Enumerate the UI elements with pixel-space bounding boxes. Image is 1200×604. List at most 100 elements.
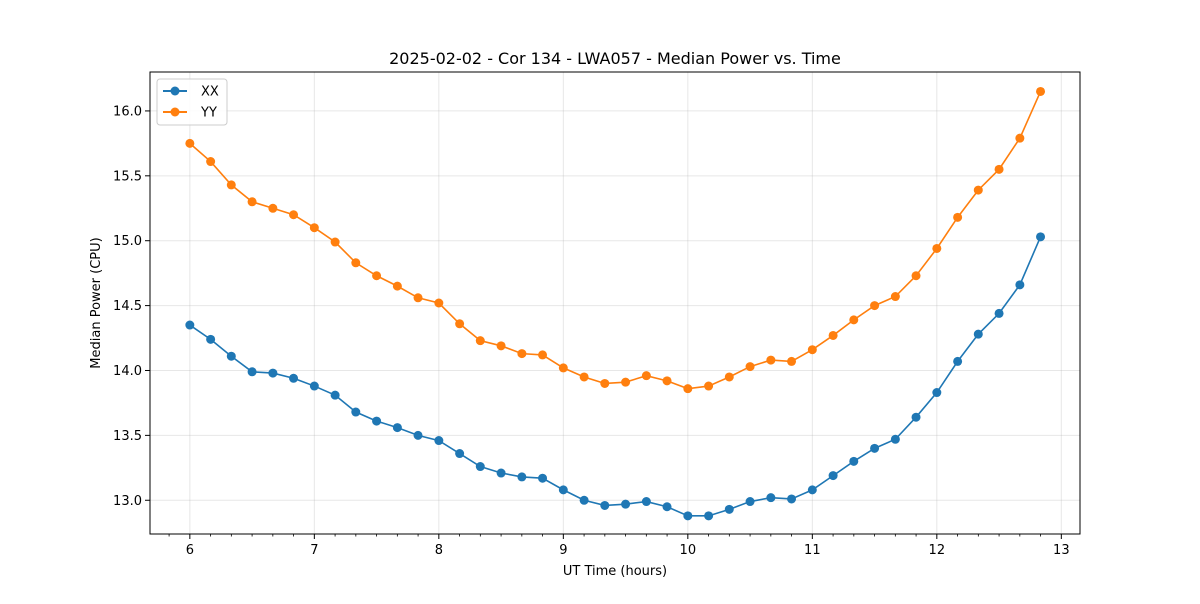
y-tick-label: 13.5	[113, 429, 142, 444]
data-point-yy	[455, 319, 465, 329]
legend-label-yy: YY	[200, 106, 217, 121]
data-point-yy	[828, 330, 838, 340]
data-point-xx	[330, 390, 340, 400]
data-point-xx	[392, 423, 402, 433]
data-point-yy	[496, 341, 506, 351]
data-point-xx	[600, 500, 610, 510]
data-point-yy	[1015, 133, 1025, 143]
data-point-yy	[392, 281, 402, 291]
axes-layer: 6 7 8 9 10 11 12 13 13.0 13.5 14.0 14.5 15.0 15.5 16.0	[113, 104, 1070, 558]
data-point-xx	[724, 504, 734, 514]
data-point-yy	[413, 293, 423, 303]
data-point-xx	[662, 502, 672, 512]
data-point-xx	[517, 472, 527, 482]
data-point-yy	[870, 301, 880, 311]
data-point-yy	[309, 223, 319, 233]
data-point-xx	[289, 373, 299, 383]
data-point-xx	[641, 497, 651, 507]
data-point-yy	[206, 157, 216, 167]
data-point-xx	[849, 456, 859, 466]
data-point-xx	[787, 494, 797, 504]
data-point-yy	[351, 258, 361, 268]
x-tick-label: 12	[929, 543, 946, 558]
data-point-xx	[1036, 232, 1046, 242]
data-point-xx	[496, 468, 506, 478]
y-axis-label: Median Power (CPU)	[89, 237, 104, 368]
data-point-xx	[807, 485, 817, 495]
data-point-yy	[994, 164, 1004, 174]
data-point-xx	[206, 334, 216, 344]
data-point-yy	[849, 315, 859, 325]
x-tick-label: 10	[680, 543, 697, 558]
data-point-yy	[807, 345, 817, 355]
data-point-yy	[745, 362, 755, 372]
data-point-xx	[351, 407, 361, 417]
data-point-yy	[890, 292, 900, 302]
data-point-yy	[1036, 86, 1046, 96]
data-point-xx	[911, 412, 921, 422]
y-tick-label: 14.0	[113, 364, 142, 379]
data-point-yy	[973, 185, 983, 195]
y-tick-label: 14.5	[113, 299, 142, 314]
data-point-yy	[372, 271, 382, 281]
data-point-yy	[911, 271, 921, 281]
legend-marker-yy	[170, 107, 180, 117]
data-point-yy	[766, 355, 776, 365]
legend-label-xx: XX	[201, 85, 219, 100]
data-point-yy	[662, 376, 672, 386]
data-point-xx	[268, 368, 278, 378]
data-point-xx	[538, 473, 548, 483]
plot-frame	[149, 71, 1081, 535]
data-point-xx	[745, 497, 755, 507]
x-tick-label: 11	[804, 543, 821, 558]
data-point-xx	[579, 495, 589, 505]
data-point-xx	[558, 485, 568, 495]
legend-marker-xx	[170, 86, 180, 96]
data-point-yy	[330, 237, 340, 247]
data-point-xx	[372, 416, 382, 426]
data-point-xx	[870, 443, 880, 453]
data-point-yy	[268, 203, 278, 213]
data-point-xx	[309, 381, 319, 391]
data-point-yy	[704, 381, 714, 391]
data-point-yy	[558, 363, 568, 373]
data-point-yy	[600, 378, 610, 388]
legend: XX YY	[156, 78, 228, 126]
data-point-xx	[953, 356, 963, 366]
data-point-yy	[538, 350, 548, 360]
data-point-yy	[434, 298, 444, 308]
x-tick-label: 8	[435, 543, 443, 558]
grid-layer	[150, 72, 1080, 534]
plot-area	[150, 72, 1080, 534]
data-point-yy	[579, 372, 589, 382]
data-point-xx	[890, 434, 900, 444]
data-point-yy	[724, 372, 734, 382]
data-point-xx	[413, 430, 423, 440]
data-point-yy	[517, 349, 527, 359]
data-point-yy	[247, 197, 257, 207]
data-point-xx	[704, 511, 714, 521]
data-point-xx	[1015, 280, 1025, 290]
data-point-xx	[475, 462, 485, 472]
series-layer	[185, 86, 1046, 521]
data-point-xx	[766, 493, 776, 503]
data-point-xx	[226, 351, 236, 361]
data-point-xx	[621, 499, 631, 509]
y-tick-label: 15.5	[113, 169, 142, 184]
data-point-xx	[683, 511, 693, 521]
data-point-yy	[953, 212, 963, 222]
data-point-yy	[475, 336, 485, 346]
data-point-yy	[787, 356, 797, 366]
data-point-yy	[185, 138, 195, 148]
data-point-xx	[247, 367, 257, 377]
x-tick-label: 6	[186, 543, 194, 558]
data-point-yy	[289, 210, 299, 220]
data-point-xx	[434, 436, 444, 446]
x-tick-label: 9	[559, 543, 567, 558]
y-tick-label: 13.0	[113, 494, 142, 509]
data-point-yy	[226, 180, 236, 190]
x-axis-label: UT Time (hours)	[563, 564, 667, 579]
data-point-xx	[973, 329, 983, 339]
